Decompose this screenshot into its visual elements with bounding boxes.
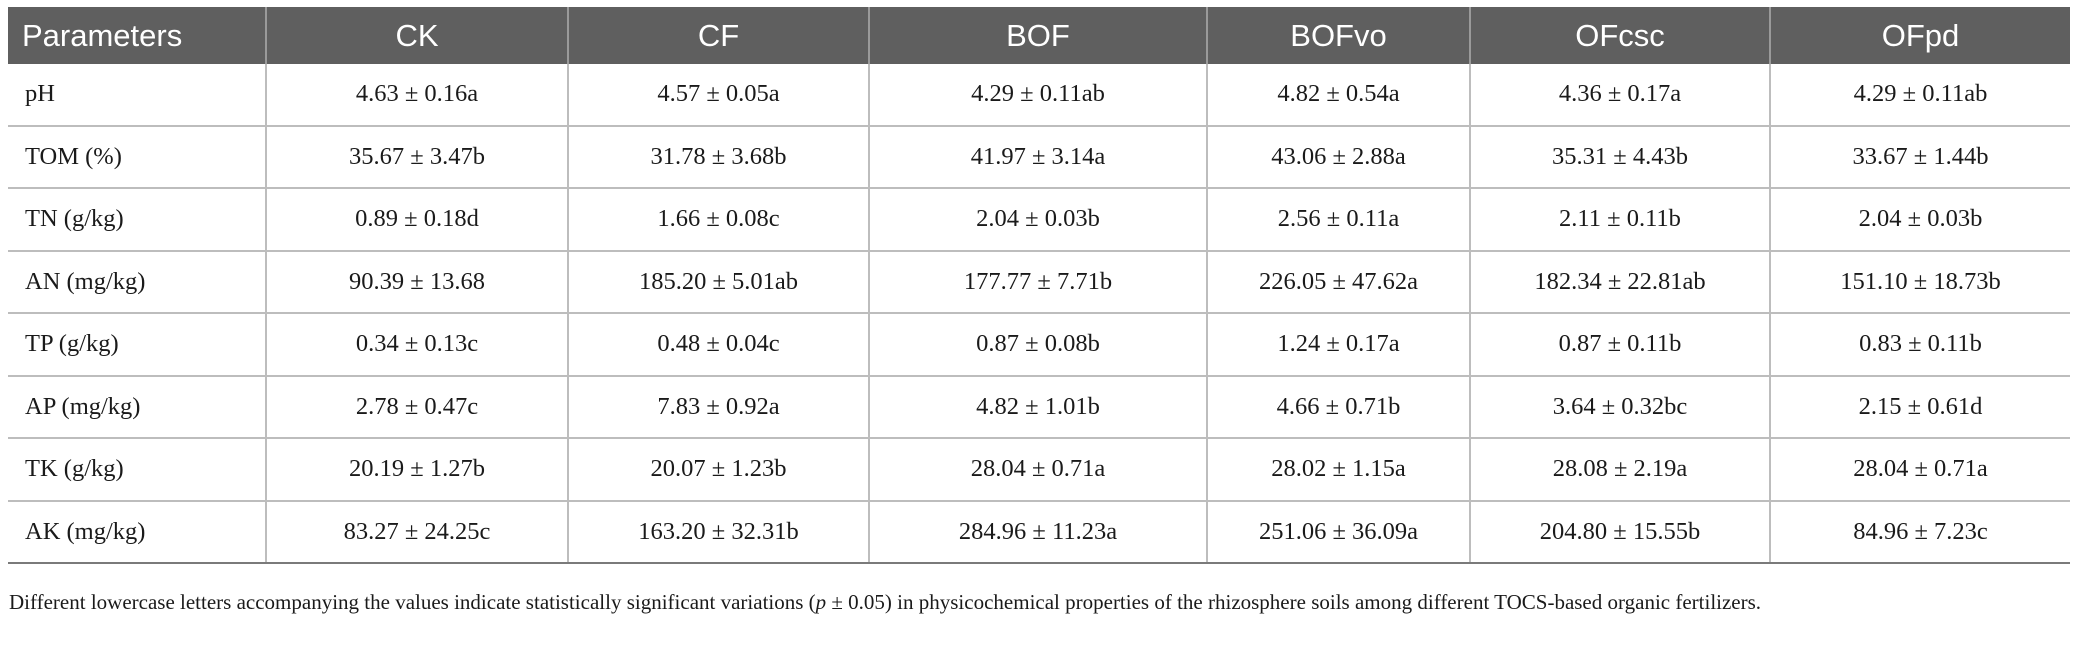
table-cell: 84.96 ± 7.23c <box>1770 500 2070 564</box>
table-cell: 2.11 ± 0.11b <box>1470 188 1771 252</box>
table-cell: 35.31 ± 4.43b <box>1470 125 1771 189</box>
table-cell: 1.66 ± 0.08c <box>568 188 870 252</box>
table-cell: 177.77 ± 7.71b <box>869 250 1208 314</box>
header-ck: CK <box>266 7 569 64</box>
table-cell: 90.39 ± 13.68 <box>266 250 569 314</box>
table-cell: 28.04 ± 0.71a <box>869 438 1208 502</box>
footnote-text-after: ± 0.05) in physicochemical properties of… <box>826 590 1762 614</box>
table-cell: 4.63 ± 0.16a <box>266 64 569 127</box>
table-cell: 0.34 ± 0.13c <box>266 313 569 377</box>
table-cell: 163.20 ± 32.31b <box>568 500 870 564</box>
table-cell: 28.04 ± 0.71a <box>1770 438 2070 502</box>
table-cell: 4.29 ± 0.11ab <box>869 64 1208 127</box>
row-label: TK (g/kg) <box>8 438 267 502</box>
header-cf: CF <box>568 7 870 64</box>
table-cell: 43.06 ± 2.88a <box>1207 125 1471 189</box>
table-cell: 1.24 ± 0.17a <box>1207 313 1471 377</box>
header-ofcsc: OFcsc <box>1470 7 1771 64</box>
table-row: TN (g/kg) 0.89 ± 0.18d 1.66 ± 0.08c 2.04… <box>8 188 2070 252</box>
table-cell: 151.10 ± 18.73b <box>1770 250 2070 314</box>
table-cell: 28.02 ± 1.15a <box>1207 438 1471 502</box>
table-cell: 0.89 ± 0.18d <box>266 188 569 252</box>
table-cell: 2.04 ± 0.03b <box>869 188 1208 252</box>
table-row: AN (mg/kg) 90.39 ± 13.68 185.20 ± 5.01ab… <box>8 250 2070 314</box>
table-cell: 0.83 ± 0.11b <box>1770 313 2070 377</box>
footnote-text-before: Different lowercase letters accompanying… <box>9 590 816 614</box>
table-cell: 20.19 ± 1.27b <box>266 438 569 502</box>
row-label: pH <box>8 64 267 127</box>
table-cell: 7.83 ± 0.92a <box>568 375 870 439</box>
table-cell: 33.67 ± 1.44b <box>1770 125 2070 189</box>
table-cell: 4.82 ± 0.54a <box>1207 64 1471 127</box>
physicochemical-table: Parameters CK CF BOF BOFvo OFcsc OFpd pH… <box>8 7 2070 564</box>
table-cell: 0.87 ± 0.11b <box>1470 313 1771 377</box>
table-row: TP (g/kg) 0.34 ± 0.13c 0.48 ± 0.04c 0.87… <box>8 313 2070 377</box>
table-cell: 35.67 ± 3.47b <box>266 125 569 189</box>
table-footnote: Different lowercase letters accompanying… <box>9 587 2069 618</box>
table-cell: 28.08 ± 2.19a <box>1470 438 1771 502</box>
table-cell: 4.82 ± 1.01b <box>869 375 1208 439</box>
table-cell: 185.20 ± 5.01ab <box>568 250 870 314</box>
table-cell: 83.27 ± 24.25c <box>266 500 569 564</box>
header-ofpd: OFpd <box>1770 7 2070 64</box>
header-row: Parameters CK CF BOF BOFvo OFcsc OFpd <box>8 7 2070 64</box>
table-cell: 182.34 ± 22.81ab <box>1470 250 1771 314</box>
table-row: AK (mg/kg) 83.27 ± 24.25c 163.20 ± 32.31… <box>8 500 2070 564</box>
table-cell: 0.48 ± 0.04c <box>568 313 870 377</box>
table-row: TOM (%) 35.67 ± 3.47b 31.78 ± 3.68b 41.9… <box>8 125 2070 189</box>
table-cell: 226.05 ± 47.62a <box>1207 250 1471 314</box>
table-cell: 31.78 ± 3.68b <box>568 125 870 189</box>
row-label: TP (g/kg) <box>8 313 267 377</box>
table-cell: 4.66 ± 0.71b <box>1207 375 1471 439</box>
footnote-p-symbol: p <box>815 590 827 614</box>
row-label: TOM (%) <box>8 125 267 189</box>
table-cell: 20.07 ± 1.23b <box>568 438 870 502</box>
table-row: AP (mg/kg) 2.78 ± 0.47c 7.83 ± 0.92a 4.8… <box>8 375 2070 439</box>
table-cell: 204.80 ± 15.55b <box>1470 500 1771 564</box>
table-cell: 4.29 ± 0.11ab <box>1770 64 2070 127</box>
table-cell: 4.36 ± 0.17a <box>1470 64 1771 127</box>
table-cell: 2.56 ± 0.11a <box>1207 188 1471 252</box>
data-table-container: Parameters CK CF BOF BOFvo OFcsc OFpd pH… <box>8 7 2070 564</box>
row-label: AK (mg/kg) <box>8 500 267 564</box>
table-cell: 4.57 ± 0.05a <box>568 64 870 127</box>
table-row: TK (g/kg) 20.19 ± 1.27b 20.07 ± 1.23b 28… <box>8 438 2070 502</box>
table-cell: 3.64 ± 0.32bc <box>1470 375 1771 439</box>
row-label: TN (g/kg) <box>8 188 267 252</box>
row-label: AN (mg/kg) <box>8 250 267 314</box>
header-bofvo: BOFvo <box>1207 7 1471 64</box>
table-cell: 41.97 ± 3.14a <box>869 125 1208 189</box>
table-cell: 2.04 ± 0.03b <box>1770 188 2070 252</box>
table-cell: 2.78 ± 0.47c <box>266 375 569 439</box>
table-cell: 284.96 ± 11.23a <box>869 500 1208 564</box>
header-parameters: Parameters <box>8 7 267 64</box>
row-label: AP (mg/kg) <box>8 375 267 439</box>
header-bof: BOF <box>869 7 1208 64</box>
table-cell: 251.06 ± 36.09a <box>1207 500 1471 564</box>
table-cell: 2.15 ± 0.61d <box>1770 375 2070 439</box>
table-row: pH 4.63 ± 0.16a 4.57 ± 0.05a 4.29 ± 0.11… <box>8 64 2070 127</box>
table-cell: 0.87 ± 0.08b <box>869 313 1208 377</box>
